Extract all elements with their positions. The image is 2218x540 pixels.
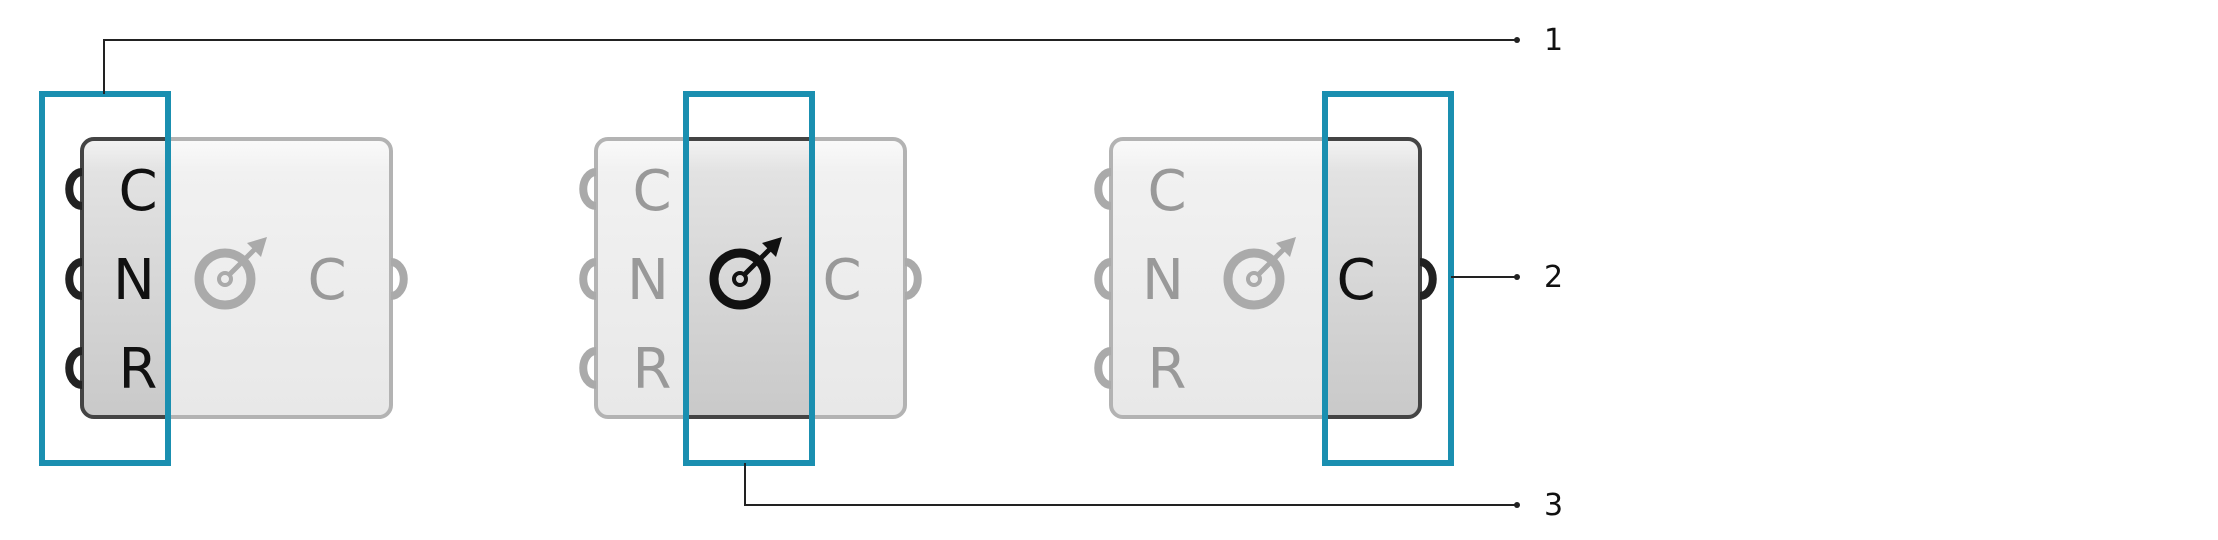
input-label-c: C <box>632 159 671 224</box>
output-grip <box>1419 258 1437 300</box>
circle-arrow-icon <box>709 237 782 310</box>
input-label-r: R <box>633 337 672 402</box>
component-3: C N R C <box>1094 91 1454 466</box>
input-grip-r <box>579 347 597 389</box>
highlight-box-output <box>1322 91 1454 466</box>
output-label-c: C <box>822 248 861 313</box>
input-grip-c <box>579 168 597 210</box>
circle-arrow-icon <box>194 237 267 310</box>
input-grip-c <box>65 168 83 210</box>
input-label-r: R <box>119 337 158 402</box>
leader-dot-1 <box>1514 37 1520 43</box>
leader-dot-3 <box>1514 502 1520 508</box>
input-label-c: C <box>1147 159 1186 224</box>
input-label-n: N <box>113 248 155 313</box>
input-label-n: N <box>627 248 669 313</box>
input-label-n: N <box>1142 248 1184 313</box>
input-grip-n <box>579 258 597 300</box>
input-grip-r <box>1094 347 1112 389</box>
leader-line-3 <box>744 463 1517 506</box>
output-label-c: C <box>307 248 346 313</box>
input-label-r: R <box>1148 337 1187 402</box>
callout-label-2: 2 <box>1544 260 1563 295</box>
highlight-box-icon <box>683 91 815 466</box>
input-grip-r <box>65 347 83 389</box>
callout-label-1: 1 <box>1544 23 1563 58</box>
input-grip-n <box>1094 258 1112 300</box>
callout-1: 1 <box>103 23 1563 94</box>
icon-section <box>686 139 812 417</box>
callout-3: 3 <box>744 463 1563 523</box>
leader-dot-2 <box>1514 274 1520 280</box>
callout-2: 2 <box>1451 260 1563 295</box>
output-grip <box>390 258 408 300</box>
component-1: C N R C <box>39 91 408 466</box>
input-grip-n <box>65 258 83 300</box>
output-label-c: C <box>1336 248 1375 313</box>
output-section <box>1323 137 1422 419</box>
circle-arrow-icon <box>1223 237 1296 310</box>
output-grip <box>904 258 922 300</box>
component-2: C N R C <box>579 91 922 466</box>
input-label-c: C <box>118 159 157 224</box>
input-section <box>80 137 169 419</box>
leader-line-1 <box>103 39 1517 94</box>
input-grip-c <box>1094 168 1112 210</box>
callout-label-3: 3 <box>1544 488 1563 523</box>
